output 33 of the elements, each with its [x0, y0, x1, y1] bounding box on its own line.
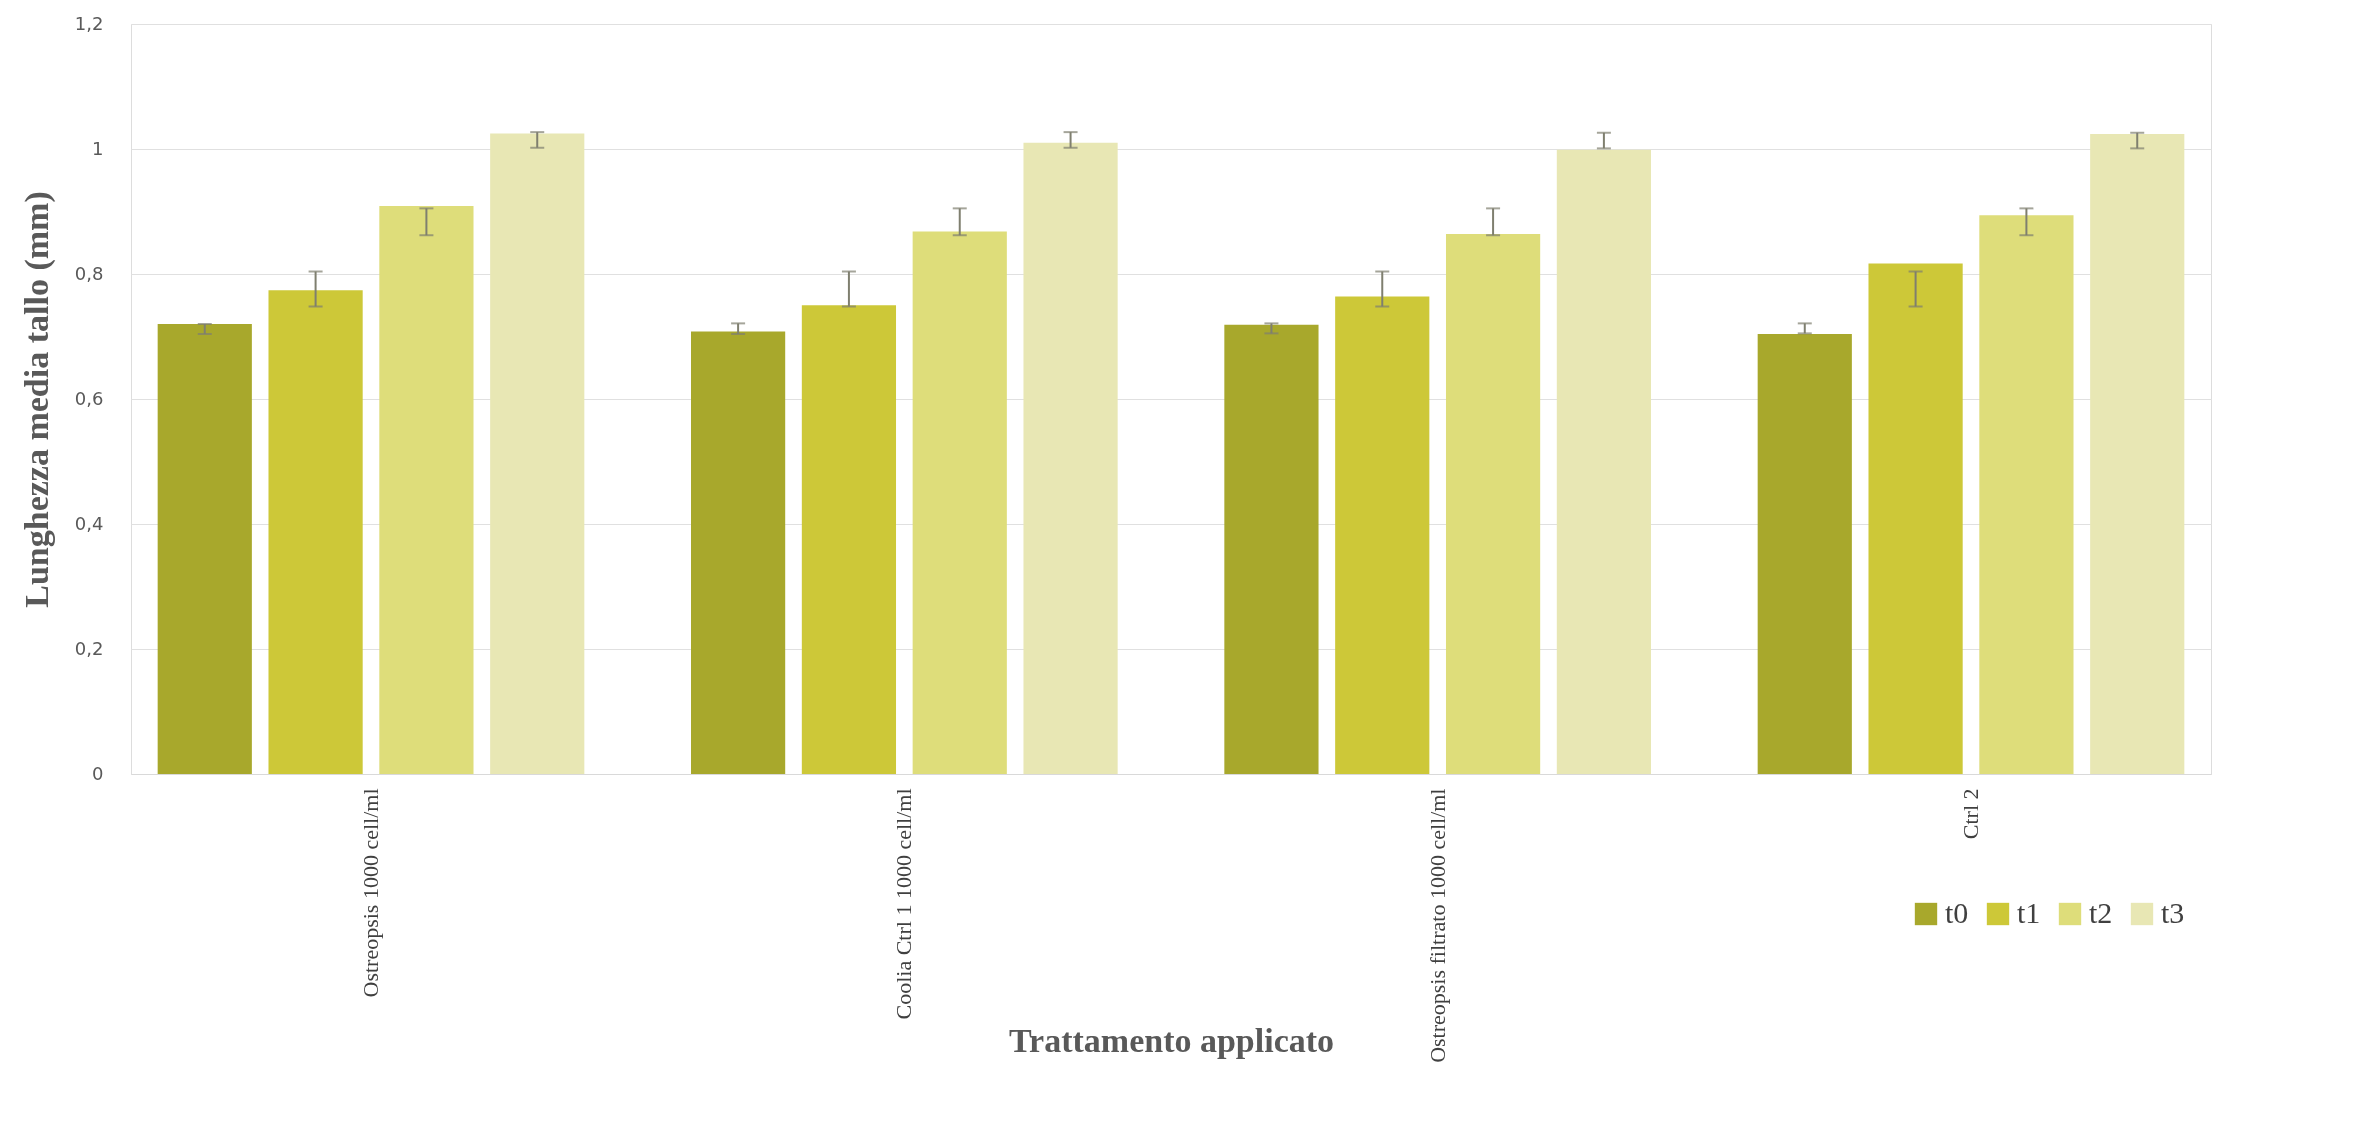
x-tick-label: Ostreopsis 1000 cell/ml — [358, 788, 383, 998]
y-axis-title: Lunghezza media tallo (mm) — [17, 191, 56, 608]
bar — [1868, 263, 1963, 774]
y-tick-label: 0,4 — [74, 512, 104, 534]
y-tick-label: 1 — [92, 137, 104, 159]
y-tick-label: 0,2 — [74, 637, 104, 659]
y-tick-label: 0,6 — [74, 387, 104, 409]
legend-label: t2 — [2089, 896, 2113, 929]
x-tick-label: Ostreopsis filtrato 1000 cell/ml — [1424, 788, 1450, 1063]
bar — [1445, 234, 1541, 774]
bar — [157, 324, 252, 774]
x-tick-label: Ctrl 2 — [1958, 788, 1983, 840]
bar — [1979, 215, 2074, 774]
bar — [1335, 296, 1430, 774]
y-tick-label: 0 — [92, 762, 104, 784]
bar — [1224, 324, 1319, 774]
legend-label: t3 — [2161, 896, 2185, 929]
bar — [1556, 149, 1651, 774]
bar — [912, 231, 1007, 774]
legend-label: t1 — [2017, 896, 2041, 929]
y-tick-label: 0,8 — [74, 262, 104, 284]
x-axis-title: Trattamento applicato — [1008, 1021, 1335, 1059]
bar — [801, 305, 897, 774]
bar — [1757, 334, 1852, 774]
bar — [691, 331, 786, 774]
x-tick-label: Coolia Ctrl 1 1000 cell/ml — [891, 788, 917, 1020]
bar — [268, 290, 363, 774]
bar — [1023, 142, 1118, 774]
bar — [379, 205, 474, 774]
bar — [490, 133, 585, 774]
legend-label: t0 — [1945, 896, 1969, 929]
y-tick-label: 1,2 — [74, 12, 104, 34]
bar — [2090, 134, 2185, 774]
